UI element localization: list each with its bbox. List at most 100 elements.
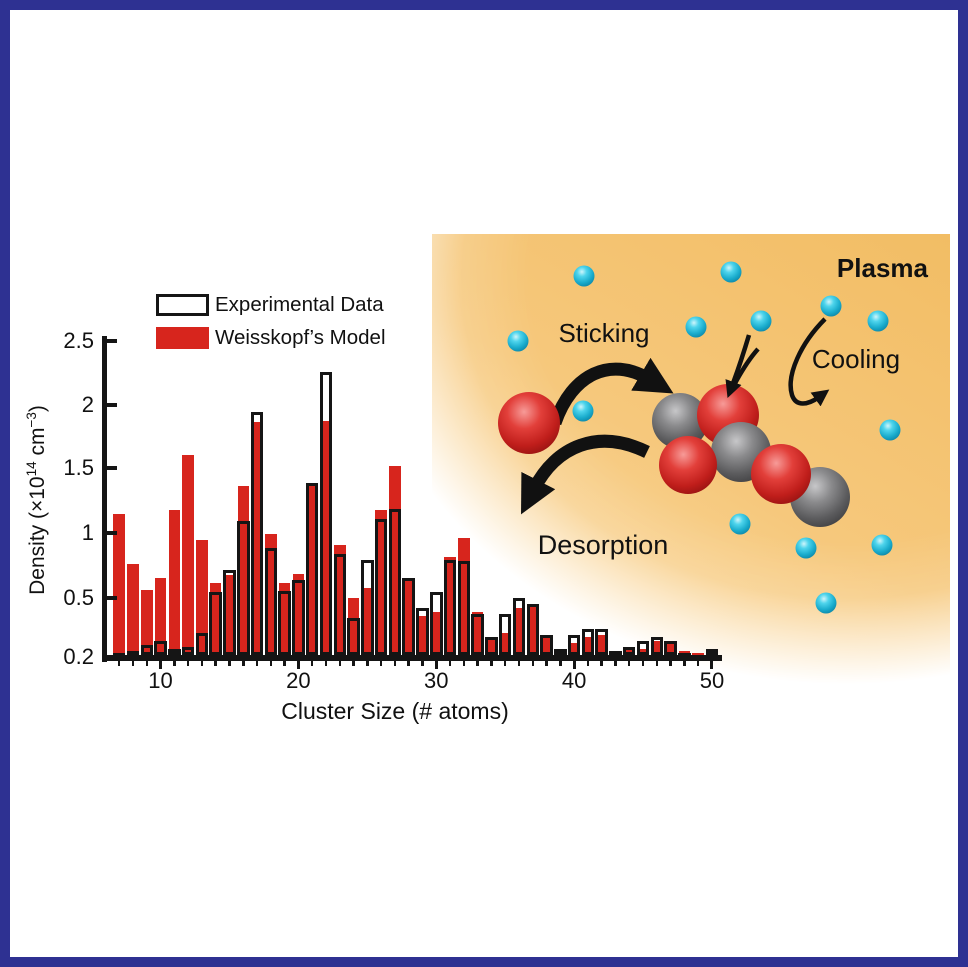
model-bar [306, 485, 318, 655]
x-minor-tick [131, 661, 135, 666]
experimental-bar-outline [292, 580, 305, 655]
experimental-bar-outline [526, 603, 539, 655]
plasma-label: Plasma [836, 253, 928, 283]
model-bar [651, 641, 663, 655]
x-minor-tick [352, 661, 355, 666]
experimental-bar-outline [567, 635, 581, 655]
experimental-bar-outline [554, 649, 567, 656]
x-minor-tick [655, 661, 659, 666]
x-minor-tick [338, 661, 341, 666]
experimental-bar-outline [181, 647, 195, 655]
cooling-label: Cooling [811, 344, 901, 374]
model-bar [127, 563, 139, 655]
x-minor-tick [683, 661, 686, 666]
model-bar [196, 540, 208, 655]
x-minor-tick [324, 661, 328, 666]
experimental-bar-outline [333, 554, 346, 655]
model-bar [527, 603, 539, 655]
experimental-bar-outline [457, 560, 471, 655]
x-major-tick [572, 661, 576, 669]
model-bar [471, 611, 484, 655]
experimental-bar-outline [416, 607, 429, 655]
experimental-bar-outline [250, 411, 264, 655]
experimental-bar-outline [195, 633, 209, 655]
x-minor-tick [117, 661, 121, 666]
model-bar [113, 514, 125, 655]
x-minor-tick [255, 661, 259, 666]
x-minor-tick [393, 661, 397, 666]
plasma-atom [573, 265, 595, 287]
model-bar [513, 607, 525, 655]
experimental-bar-outline [471, 613, 484, 655]
y-tick [107, 466, 117, 470]
cluster-sphere-gray [652, 393, 708, 449]
x-tick-label: 50 [699, 668, 725, 693]
plasma-atom [871, 534, 893, 556]
cooling-out-arrow [788, 317, 830, 407]
x-minor-tick [476, 661, 479, 666]
y-tick [107, 339, 117, 343]
experimental-bar-outline [430, 592, 443, 655]
experimental-bar-outline [223, 570, 236, 655]
y-axis-label: Density (×1014 cm−3) [24, 405, 50, 595]
model-bar [347, 597, 360, 655]
model-bar [595, 635, 608, 655]
model-bar [334, 545, 346, 655]
cooling-bounce-line [731, 347, 760, 389]
y-tick [107, 531, 117, 535]
x-minor-tick [490, 661, 493, 666]
model-swatch [156, 327, 209, 349]
x-axis-label: Cluster Size (# atoms) [281, 698, 509, 724]
model-bar [154, 577, 167, 655]
experimental-bar-outline [636, 641, 650, 655]
experimental-bar-outline [126, 651, 140, 658]
model-bar [320, 420, 332, 655]
model-bar [485, 637, 498, 655]
legend-label-model: Weisskopf’s Model [215, 326, 386, 349]
experimental-bar-outline [112, 653, 126, 660]
model-bar [568, 643, 580, 655]
experimental-bar-outline [705, 649, 719, 656]
experimental-bar-outline [485, 637, 498, 655]
experimental-bar-outline [595, 629, 608, 655]
experimental-bar-outline [678, 653, 691, 660]
experimental-bar-outline [140, 645, 154, 655]
model-bar [444, 557, 456, 655]
x-minor-tick [586, 661, 590, 666]
experimental-bar-outline [305, 482, 319, 655]
model-bar [692, 653, 704, 655]
x-tick-label: 20 [286, 668, 311, 693]
experimental-bar-outline [402, 577, 415, 655]
x-tick-label: 10 [148, 668, 173, 693]
experimental-swatch [156, 294, 209, 316]
model-bar [416, 615, 429, 655]
y-axis-label-suffix: ) [26, 405, 49, 413]
incoming-atom-group [498, 392, 560, 454]
plasma-atoms-group [507, 261, 901, 614]
x-major-tick [159, 661, 163, 669]
experimental-bar-outline [237, 520, 250, 655]
cluster-group [652, 384, 850, 527]
model-bar [265, 533, 277, 655]
experimental-bar-outline [498, 613, 512, 655]
experimental-bar-outline [622, 647, 636, 655]
experimental-bar-outline [319, 372, 333, 655]
x-minor-tick [503, 661, 507, 666]
model-bar [375, 510, 387, 655]
experimental-bar-outline [361, 559, 374, 655]
model-bar [499, 633, 511, 655]
experimental-bar-outline [650, 637, 664, 655]
experimental-bar-outline [374, 519, 388, 655]
y-tick-label: 1.5 [63, 455, 94, 480]
model-bar [223, 575, 236, 655]
model-bar [292, 573, 305, 655]
x-minor-tick [614, 661, 617, 666]
experimental-bar-outline [512, 597, 526, 655]
x-minor-tick [366, 661, 369, 666]
y-tick [107, 596, 117, 600]
x-minor-tick [462, 661, 466, 666]
x-minor-tick [669, 661, 672, 666]
